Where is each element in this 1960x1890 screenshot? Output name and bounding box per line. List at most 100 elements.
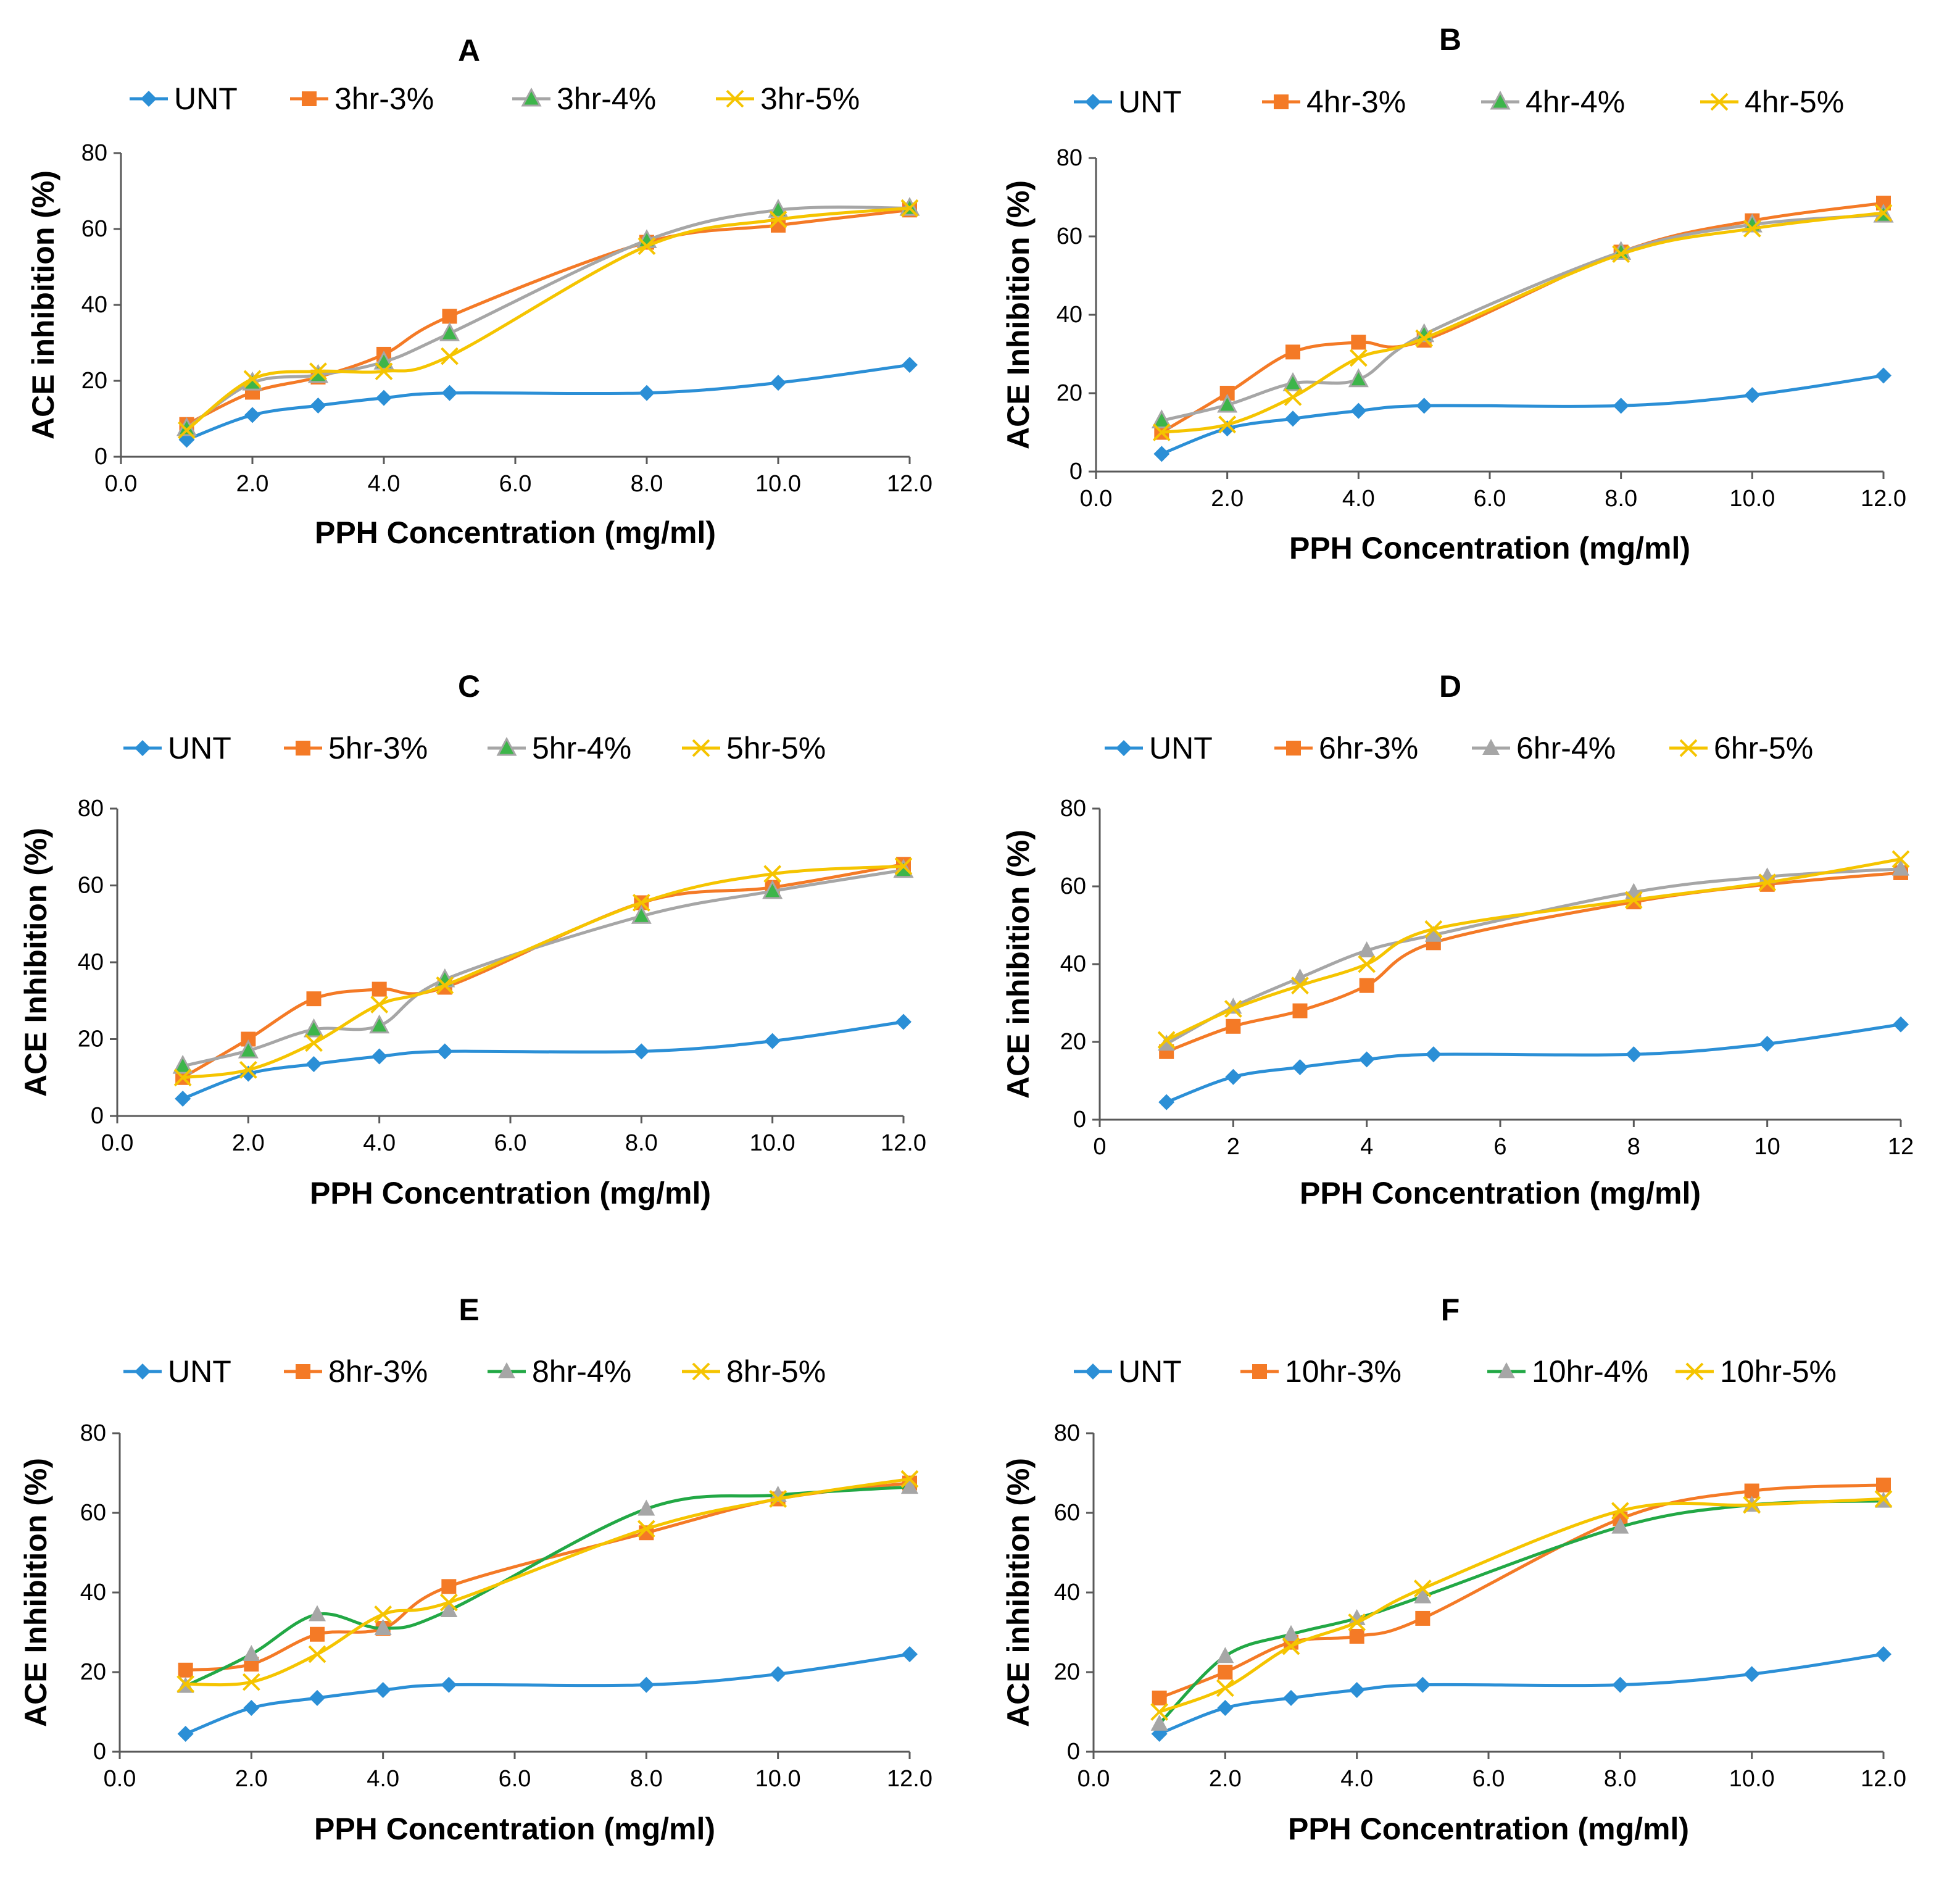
x-axis-label: PPH Concentration (mg/ml)	[1289, 531, 1690, 565]
series-line	[1166, 1023, 1901, 1104]
data-point	[1612, 245, 1630, 263]
data-point	[637, 1520, 655, 1538]
data-point	[637, 237, 656, 256]
series-f-1	[1152, 1477, 1891, 1705]
legend-entry-f-1: 10hr-3%	[1240, 1354, 1401, 1389]
data-point	[769, 210, 787, 229]
data-point	[1744, 387, 1761, 404]
data-point	[900, 1470, 919, 1488]
series-line	[1158, 1483, 1884, 1700]
legend-entry-d-2: 6hr-4%	[1472, 731, 1616, 765]
y-tick-label: 0	[94, 444, 107, 470]
x-tick-label: 6.0	[499, 471, 532, 497]
legend-label: 3hr-4%	[557, 81, 656, 116]
x-tick-label: 2.0	[236, 471, 269, 497]
x-tick-label: 10.0	[750, 1130, 795, 1156]
data-point	[1416, 398, 1432, 414]
x-axis-label: PPH Concentration (mg/ml)	[314, 1812, 715, 1846]
data-point	[1282, 1637, 1300, 1655]
legend-marker	[496, 736, 517, 756]
legend-entry-a-0: UNT	[130, 81, 238, 116]
series-line	[1161, 373, 1884, 456]
data-point	[1349, 349, 1368, 367]
data-point	[1224, 1000, 1242, 1018]
series-d-1	[1159, 865, 1908, 1059]
data-point	[1285, 344, 1300, 360]
data-point	[370, 996, 389, 1014]
legend-label: UNT	[1118, 1354, 1182, 1389]
x-tick-label: 10.0	[755, 471, 801, 497]
data-point	[441, 1579, 457, 1594]
legend-marker	[141, 91, 157, 107]
data-point	[1611, 1517, 1629, 1534]
data-point	[373, 351, 394, 370]
data-point	[1425, 1046, 1442, 1063]
legend-label: 5hr-4%	[532, 731, 631, 765]
x-tick-label: 12.0	[887, 1766, 932, 1792]
series-line	[185, 1485, 910, 1688]
series-d-0	[1158, 1016, 1909, 1110]
legend-label: 6hr-3%	[1319, 731, 1418, 765]
x-tick-label: 8.0	[1604, 1766, 1637, 1792]
series-line	[1158, 1499, 1884, 1725]
legend-label: UNT	[1118, 85, 1182, 119]
legend-marker	[135, 1363, 151, 1380]
x-tick-label: 4.0	[363, 1130, 396, 1156]
series-line	[1158, 1652, 1884, 1736]
data-point	[1152, 1690, 1167, 1705]
data-point	[894, 857, 913, 875]
panel-title-d: D	[1439, 669, 1461, 704]
series-line	[1166, 857, 1901, 1042]
data-point	[309, 362, 327, 381]
series-b-1	[1154, 196, 1891, 440]
data-point	[900, 199, 919, 217]
x-tick-label: 6.0	[1474, 486, 1506, 512]
y-tick-label: 80	[78, 796, 104, 822]
series-c-0	[175, 1014, 911, 1107]
legend-marker	[1498, 1362, 1515, 1378]
data-point	[243, 370, 262, 388]
y-tick-label: 40	[1057, 302, 1082, 328]
panel-title-a: A	[458, 33, 480, 68]
legend-marker	[1710, 93, 1729, 111]
series-line	[1166, 871, 1901, 1054]
y-tick-label: 0	[1073, 1107, 1086, 1133]
legend-entry-a-2: 3hr-4%	[512, 81, 656, 116]
x-tick-label: 2.0	[232, 1130, 265, 1156]
data-point	[440, 1601, 458, 1618]
y-axis-label: ACE inhibition (%)	[1001, 1458, 1036, 1727]
x-tick-label: 8.0	[625, 1130, 658, 1156]
data-point	[763, 865, 782, 883]
data-point	[374, 1619, 392, 1636]
x-tick-label: 12	[1888, 1134, 1914, 1160]
data-point	[1217, 393, 1238, 413]
legend-entry-b-2: 4hr-4%	[1481, 85, 1625, 119]
data-point	[1218, 1665, 1233, 1680]
legend-marker	[692, 1362, 710, 1381]
series-a-0	[178, 357, 918, 448]
legend-marker	[296, 741, 310, 756]
data-point	[633, 1043, 650, 1060]
legend-label: 6hr-4%	[1516, 731, 1616, 765]
legend-entry-b-3: 4hr-5%	[1700, 85, 1844, 119]
legend-label: UNT	[168, 1354, 231, 1389]
series-b-3	[1152, 204, 1893, 441]
data-point	[436, 976, 454, 994]
legend-marker	[498, 1362, 515, 1378]
legend-entry-c-0: UNT	[123, 731, 231, 765]
x-tick-label: 6.0	[1472, 1766, 1505, 1792]
legend-label: 4hr-5%	[1745, 85, 1844, 119]
data-point	[770, 375, 786, 391]
data-point	[1151, 409, 1172, 428]
data-point	[895, 1014, 911, 1030]
data-point	[1414, 1587, 1432, 1604]
legend-label: UNT	[168, 731, 231, 765]
data-point	[178, 421, 196, 439]
data-point	[1351, 335, 1366, 350]
y-tick-label: 40	[80, 1580, 106, 1605]
series-e-0	[177, 1646, 918, 1742]
y-tick-label: 0	[1069, 459, 1082, 485]
data-point	[902, 357, 918, 373]
x-tick-label: 10.0	[1729, 1766, 1775, 1792]
y-tick-label: 20	[1054, 1659, 1080, 1685]
